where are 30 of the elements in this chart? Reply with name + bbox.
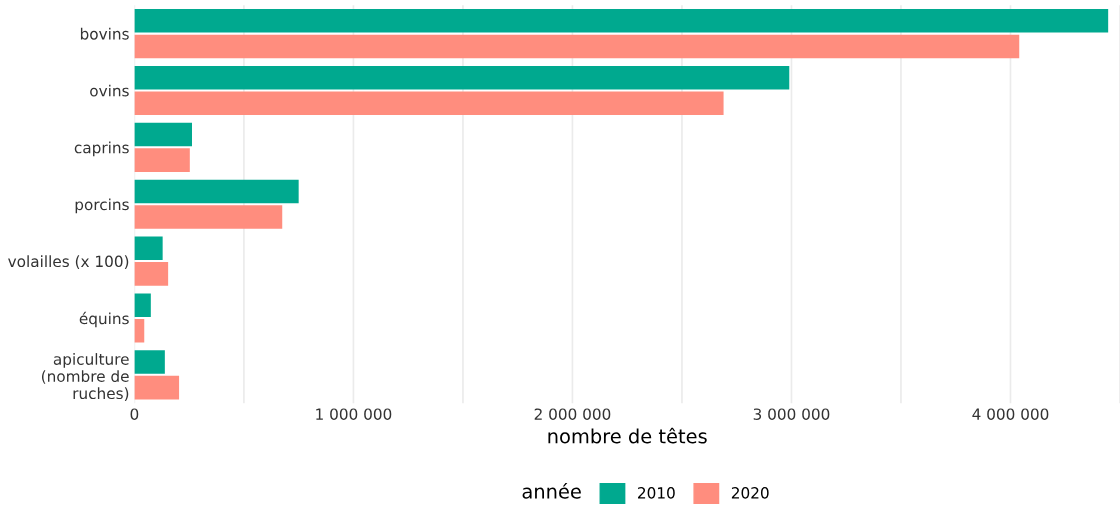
x-tick-label: 0 xyxy=(130,408,139,420)
y-tick-label: ovins xyxy=(90,84,129,97)
bar xyxy=(134,91,724,116)
legend-title: année xyxy=(522,482,581,499)
legend-label: 2020 xyxy=(731,487,769,499)
x-tick-label: 1 000 000 xyxy=(316,408,392,420)
bar xyxy=(134,34,1020,59)
bar xyxy=(134,122,192,147)
bar xyxy=(134,205,283,229)
y-tick-label: volailles (x 100) xyxy=(8,255,129,269)
x-axis-title: nombre de têtes xyxy=(548,427,707,444)
y-tick-label: bovins xyxy=(80,27,129,40)
bar xyxy=(134,9,1109,33)
y-tick-label: porcins xyxy=(75,198,129,214)
bar xyxy=(134,262,169,286)
y-tick-label: caprins xyxy=(74,141,129,157)
bar xyxy=(134,375,180,400)
bar xyxy=(134,350,165,374)
bar xyxy=(134,148,190,172)
x-tick-label: 2 000 000 xyxy=(534,408,611,420)
x-tick-label: 3 000 000 xyxy=(753,408,830,420)
legend-label: 2010 xyxy=(638,487,675,499)
bar xyxy=(134,65,790,90)
bar xyxy=(134,179,299,204)
x-tick-label: 4 000 000 xyxy=(972,408,1049,420)
y-tick-label: apiculture (nombre de ruches) xyxy=(41,353,129,401)
bar xyxy=(134,236,163,261)
bar xyxy=(134,318,145,343)
y-tick-label: équins xyxy=(79,311,129,328)
bar xyxy=(134,293,151,317)
